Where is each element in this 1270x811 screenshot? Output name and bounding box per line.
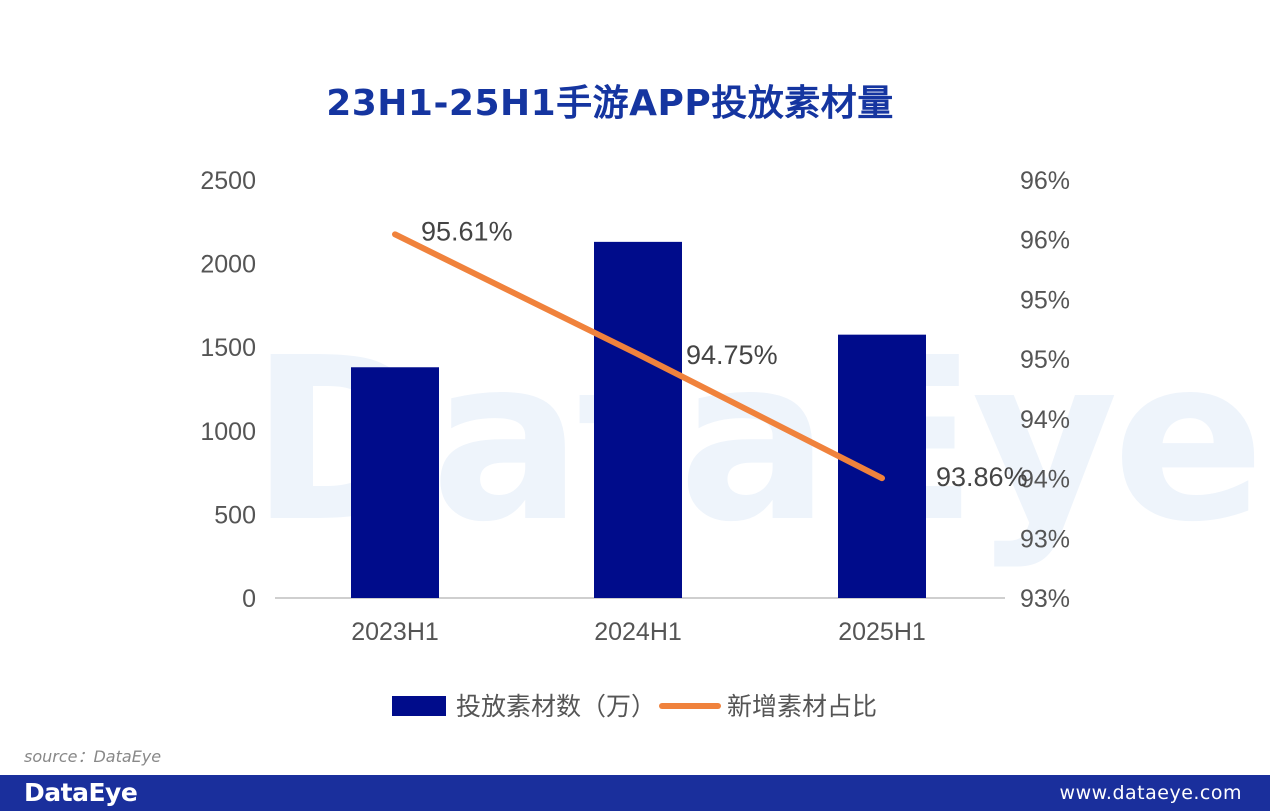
footer-bar: DataEye www.dataeye.com xyxy=(0,775,1270,811)
y-right-tick-label: 94% xyxy=(1020,406,1070,434)
legend-swatch-bars xyxy=(392,696,446,716)
line-series: 95.61% 94.75% 93.86% xyxy=(392,216,1028,492)
line-path xyxy=(392,231,885,482)
y-right-tick-label: 95% xyxy=(1020,286,1070,314)
x-tick-label: 2024H1 xyxy=(594,618,682,646)
y-left-tick-label: 1500 xyxy=(200,334,256,362)
data-label-2023H1: 95.61% xyxy=(421,216,513,246)
y-left-tick-label: 500 xyxy=(214,501,256,529)
y-left-tick-label: 2000 xyxy=(200,251,256,279)
chart-title: 23H1-25H1手游APP投放素材量 xyxy=(326,83,894,124)
data-label-2025H1: 93.86% xyxy=(936,462,1028,492)
bar-series xyxy=(351,241,926,598)
bar-2025H1 xyxy=(838,334,926,598)
legend: 投放素材数（万） 新增素材占比 xyxy=(392,692,877,721)
footer-url[interactable]: www.dataeye.com xyxy=(1059,782,1242,804)
data-label-2024H1: 94.75% xyxy=(686,340,778,370)
y-right-tick-label: 93% xyxy=(1020,525,1070,553)
bar-2024H1 xyxy=(594,241,682,598)
y-left-tick-label: 1000 xyxy=(200,418,256,446)
y-right-tick-label: 95% xyxy=(1020,346,1070,374)
y-axis-right: 93% 93% 94% 94% 95% 95% 96% 96% xyxy=(1020,167,1070,613)
y-left-tick-label: 0 xyxy=(242,585,256,613)
bar-2023H1 xyxy=(351,367,439,598)
y-left-tick-label: 2500 xyxy=(200,167,256,195)
legend-label-line: 新增素材占比 xyxy=(727,692,877,721)
source-note: source：DataEye xyxy=(24,747,162,766)
legend-label-bars: 投放素材数（万） xyxy=(456,692,656,721)
x-tick-label: 2025H1 xyxy=(838,618,926,646)
y-right-tick-label: 93% xyxy=(1020,585,1070,613)
x-tick-label: 2023H1 xyxy=(351,618,439,646)
x-axis: 2023H1 2024H1 2025H1 xyxy=(351,618,926,646)
footer-logo: DataEye xyxy=(24,778,138,807)
y-right-tick-label: 96% xyxy=(1020,167,1070,195)
y-axis-left: 0 500 1000 1500 2000 2500 xyxy=(200,167,256,613)
y-right-tick-label: 94% xyxy=(1020,466,1070,494)
y-right-tick-label: 96% xyxy=(1020,227,1070,255)
